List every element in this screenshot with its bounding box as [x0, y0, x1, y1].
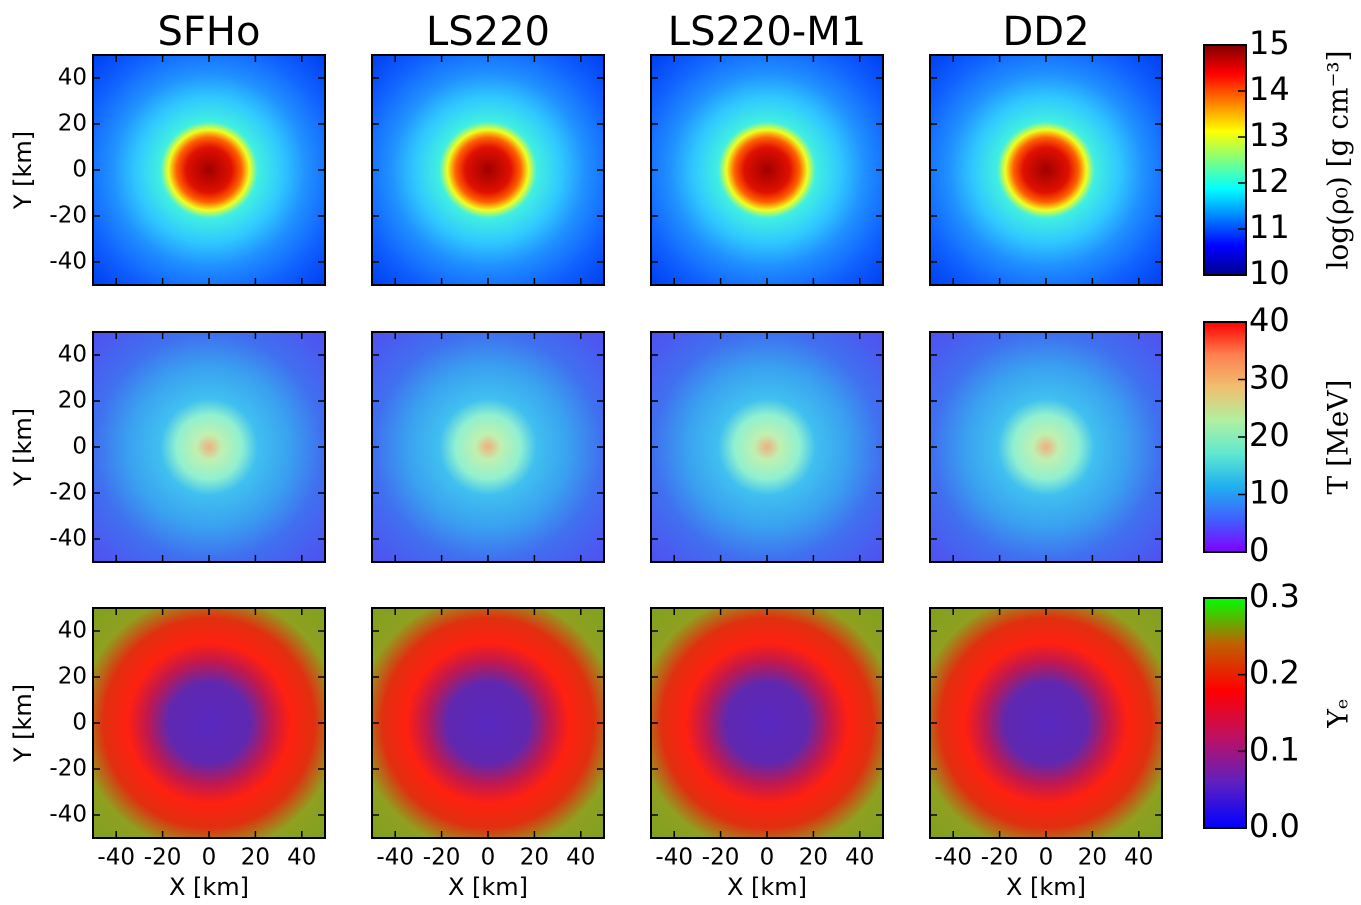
y-tick-label: -40	[49, 526, 87, 552]
colorbar-label: Yₑ	[1322, 698, 1355, 728]
colorbar-tick-label: 10	[1249, 474, 1290, 512]
y-tick-label: -20	[49, 756, 87, 782]
heatmap-image	[372, 332, 604, 562]
x-tick-label: -20	[144, 845, 182, 871]
heatmap-image	[372, 608, 604, 838]
colorbar-tick-label: 14	[1249, 70, 1290, 108]
y-axis-label: Y [km]	[9, 684, 37, 763]
x-tick-label: -40	[655, 845, 693, 871]
y-tick-label: 20	[58, 111, 87, 137]
heatmap-image	[93, 332, 325, 562]
y-tick-label: 0	[72, 434, 87, 460]
x-axis-label: X [km]	[448, 873, 528, 901]
x-tick-label: 20	[1078, 845, 1107, 871]
y-axis-label: Y [km]	[9, 131, 37, 210]
colorbar-tick-label: 15	[1249, 24, 1290, 62]
colorbar-tick-label: 12	[1249, 162, 1290, 200]
x-axis-label: X [km]	[169, 873, 249, 901]
y-axis-label: Y [km]	[9, 408, 37, 487]
column-title: DD2	[1002, 9, 1089, 55]
x-tick-label: 0	[760, 845, 775, 871]
y-tick-label: 20	[58, 664, 87, 690]
colorbar-tick-label: 40	[1249, 301, 1290, 339]
colorbar-tick-label: 0.0	[1249, 807, 1300, 845]
heatmap-image	[93, 55, 325, 285]
x-tick-label: -40	[97, 845, 135, 871]
y-tick-label: 0	[72, 157, 87, 183]
heatmap-image	[930, 332, 1162, 562]
y-tick-label: -40	[49, 249, 87, 275]
x-tick-label: 40	[845, 845, 874, 871]
y-tick-label: 40	[58, 342, 87, 368]
colorbar-tick-label: 0.2	[1249, 654, 1300, 692]
x-axis-label: X [km]	[727, 873, 807, 901]
heatmap-image	[930, 55, 1162, 285]
colorbar	[1203, 597, 1247, 829]
x-tick-label: 20	[241, 845, 270, 871]
x-tick-label: -20	[702, 845, 740, 871]
colorbar-tick-label: 0.3	[1249, 577, 1300, 615]
heatmap-image	[930, 608, 1162, 838]
column-title: LS220-M1	[668, 9, 866, 55]
x-tick-label: -20	[423, 845, 461, 871]
colorbar-tick-label: 10	[1249, 254, 1290, 292]
colorbar-label: log(ρ₀) [g cm⁻³]	[1322, 50, 1355, 269]
x-tick-label: -20	[981, 845, 1019, 871]
x-tick-label: 40	[287, 845, 316, 871]
x-axis-label: X [km]	[1006, 873, 1086, 901]
heatmap-image	[651, 332, 883, 562]
column-title: LS220	[426, 9, 550, 55]
x-tick-label: 0	[481, 845, 496, 871]
x-tick-label: -40	[376, 845, 414, 871]
x-tick-label: 40	[566, 845, 595, 871]
colorbar-tick-label: 20	[1249, 416, 1290, 454]
x-tick-label: 0	[1039, 845, 1054, 871]
heatmap-image	[651, 55, 883, 285]
y-tick-label: 40	[58, 65, 87, 91]
x-tick-label: 20	[520, 845, 549, 871]
heatmap-image	[93, 608, 325, 838]
colorbar-tick-label: 30	[1249, 359, 1290, 397]
y-tick-label: -40	[49, 802, 87, 828]
heatmap-image	[651, 608, 883, 838]
heatmap-image	[372, 55, 604, 285]
x-tick-label: 20	[799, 845, 828, 871]
y-tick-label: -20	[49, 480, 87, 506]
x-tick-label: 40	[1124, 845, 1153, 871]
colorbar	[1203, 44, 1247, 276]
colorbar-tick-label: 11	[1249, 208, 1290, 246]
column-title: SFHo	[158, 9, 261, 55]
colorbar-label: T [MeV]	[1322, 380, 1355, 495]
y-tick-label: -20	[49, 203, 87, 229]
x-tick-label: -40	[934, 845, 972, 871]
colorbar-tick-label: 0.1	[1249, 730, 1300, 768]
y-tick-label: 20	[58, 388, 87, 414]
y-tick-label: 0	[72, 710, 87, 736]
x-tick-label: 0	[202, 845, 217, 871]
y-tick-label: 40	[58, 618, 87, 644]
colorbar-tick-label: 0	[1249, 531, 1269, 569]
colorbar-tick-label: 13	[1249, 116, 1290, 154]
